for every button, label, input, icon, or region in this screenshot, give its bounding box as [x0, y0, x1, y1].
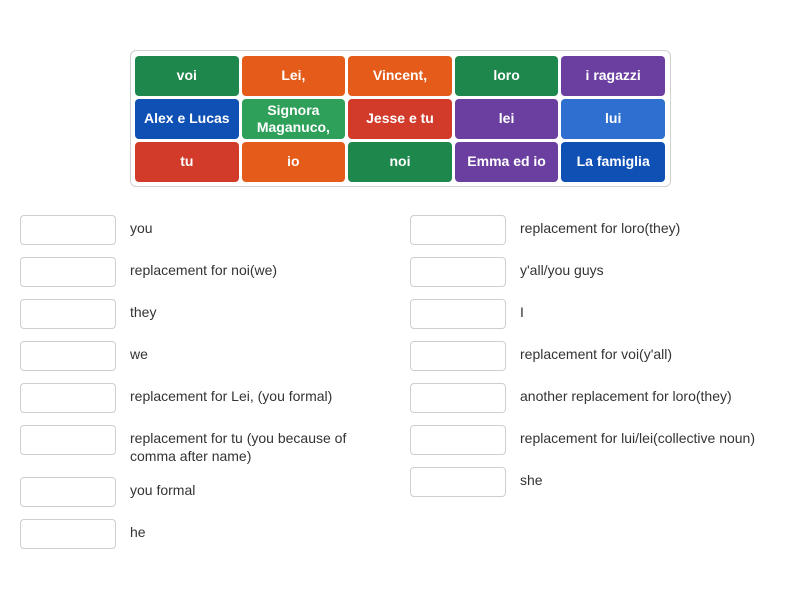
answer-pair: she — [410, 467, 780, 497]
word-tile[interactable]: Emma ed io — [455, 142, 559, 182]
word-tile[interactable]: tu — [135, 142, 239, 182]
answer-label: you formal — [130, 477, 195, 500]
drop-slot[interactable] — [20, 299, 116, 329]
word-tile[interactable]: i ragazzi — [561, 56, 665, 96]
word-tile[interactable]: Vincent, — [348, 56, 452, 96]
answer-label: they — [130, 299, 156, 322]
answer-pair: y'all/you guys — [410, 257, 780, 287]
drop-slot[interactable] — [20, 215, 116, 245]
tile-row: Alex e LucasSignora Maganuco,Jesse e tul… — [134, 97, 667, 140]
answer-pair: replacement for noi(we) — [20, 257, 390, 287]
answer-pair: you — [20, 215, 390, 245]
tile-board: voiLei,Vincent,loroi ragazziAlex e Lucas… — [130, 50, 671, 187]
answer-pair: replacement for tu (you because of comma… — [20, 425, 390, 465]
word-tile[interactable]: loro — [455, 56, 559, 96]
drop-slot[interactable] — [20, 257, 116, 287]
answer-label: I — [520, 299, 524, 322]
word-tile[interactable]: lui — [561, 99, 665, 139]
word-tile[interactable]: voi — [135, 56, 239, 96]
tile-row: voiLei,Vincent,loroi ragazzi — [134, 54, 667, 97]
answer-pair: replacement for voi(y'all) — [410, 341, 780, 371]
answers-column-left: you replacement for noi(we) they we replacem… — [20, 215, 390, 561]
answer-label: you — [130, 215, 153, 238]
word-tile[interactable]: lei — [455, 99, 559, 139]
answer-pair: I — [410, 299, 780, 329]
answer-label: another replacement for loro(they) — [520, 383, 732, 406]
tile-row: tuionoiEmma ed ioLa famiglia — [134, 140, 667, 183]
answer-label: y'all/you guys — [520, 257, 604, 280]
drop-slot[interactable] — [410, 383, 506, 413]
word-tile[interactable]: Signora Maganuco, — [242, 99, 346, 139]
word-tile[interactable]: Jesse e tu — [348, 99, 452, 139]
drop-slot[interactable] — [20, 425, 116, 455]
answer-label: replacement for tu (you because of comma… — [130, 425, 390, 465]
answer-label: replacement for Lei, (you formal) — [130, 383, 332, 406]
drop-slot[interactable] — [20, 519, 116, 549]
answer-label: she — [520, 467, 543, 490]
word-tile[interactable]: Alex e Lucas — [135, 99, 239, 139]
drop-slot[interactable] — [410, 257, 506, 287]
answer-pair: replacement for lui/lei(collective noun) — [410, 425, 780, 455]
drop-slot[interactable] — [20, 383, 116, 413]
answer-label: replacement for lui/lei(collective noun) — [520, 425, 755, 448]
answer-label: replacement for loro(they) — [520, 215, 680, 238]
answer-pair: replacement for Lei, (you formal) — [20, 383, 390, 413]
answer-label: replacement for voi(y'all) — [520, 341, 672, 364]
word-tile[interactable]: noi — [348, 142, 452, 182]
drop-slot[interactable] — [410, 467, 506, 497]
word-tile[interactable]: La famiglia — [561, 142, 665, 182]
answer-pair: replacement for loro(they) — [410, 215, 780, 245]
answer-pair: they — [20, 299, 390, 329]
drop-slot[interactable] — [410, 215, 506, 245]
drop-slot[interactable] — [410, 425, 506, 455]
drop-slot[interactable] — [410, 299, 506, 329]
answers-column-right: replacement for loro(they) y'all/you guys… — [410, 215, 780, 561]
drop-slot[interactable] — [20, 477, 116, 507]
drop-slot[interactable] — [410, 341, 506, 371]
answer-pair: we — [20, 341, 390, 371]
answer-pair: another replacement for loro(they) — [410, 383, 780, 413]
word-tile[interactable]: io — [242, 142, 346, 182]
answer-label: he — [130, 519, 146, 542]
answer-label: replacement for noi(we) — [130, 257, 277, 280]
word-tile[interactable]: Lei, — [242, 56, 346, 96]
answer-label: we — [130, 341, 148, 364]
answer-pair: you formal — [20, 477, 390, 507]
drop-slot[interactable] — [20, 341, 116, 371]
answers-area: you replacement for noi(we) they we replacem… — [20, 215, 780, 561]
answer-pair: he — [20, 519, 390, 549]
